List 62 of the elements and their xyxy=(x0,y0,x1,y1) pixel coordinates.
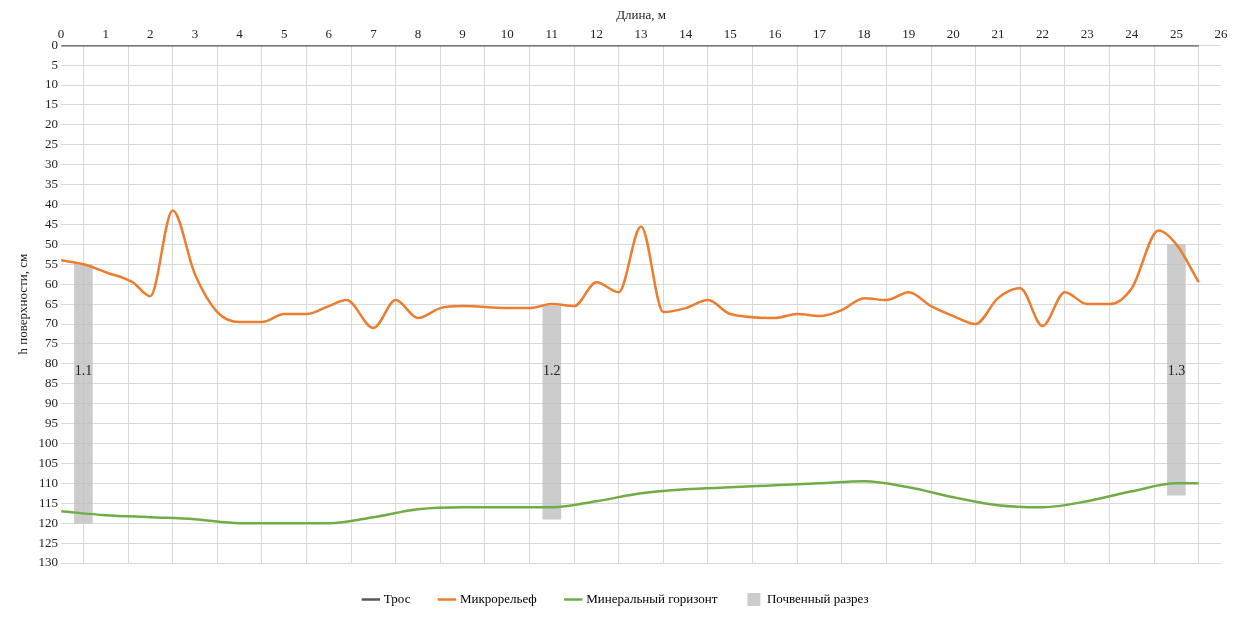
x-tick-label: 23 xyxy=(1080,25,1094,41)
y-tick-label: 120 xyxy=(38,514,59,530)
x-tick-label: 20 xyxy=(946,25,960,41)
x-tick-label: 25 xyxy=(1169,25,1183,41)
x-tick-label: 16 xyxy=(768,25,782,41)
x-tick-label: 17 xyxy=(813,25,827,41)
y-tick-label: 45 xyxy=(45,215,59,231)
y-tick-label: 65 xyxy=(45,295,59,311)
y-tick-label: 25 xyxy=(45,136,59,152)
y-tick-label: 130 xyxy=(38,554,59,570)
y-tick-label: 75 xyxy=(45,335,59,351)
x-tick-label: 13 xyxy=(634,25,648,41)
y-tick-label: 20 xyxy=(45,116,59,132)
y-tick-label: 125 xyxy=(38,534,59,550)
y-tick-label: 30 xyxy=(45,156,59,172)
legend-label: Трос xyxy=(383,590,411,606)
x-tick-label: 14 xyxy=(679,25,693,41)
y-tick-label: 10 xyxy=(45,76,59,92)
y-tick-label: 35 xyxy=(45,176,59,192)
legend-label: Минеральный горизонт xyxy=(586,590,718,606)
legend-label: Микрорельеф xyxy=(459,590,537,606)
x-tick-label: 4 xyxy=(236,25,244,41)
y-tick-label: 80 xyxy=(45,355,59,371)
y-tick-label: 85 xyxy=(45,375,59,391)
annotation: 1.3 xyxy=(1167,363,1186,379)
x-axis-title: Длина, м xyxy=(616,7,666,23)
x-tick-label: 1 xyxy=(102,25,109,41)
y-tick-label: 90 xyxy=(45,395,59,411)
x-tick-label: 7 xyxy=(370,25,378,41)
x-tick-label: 3 xyxy=(191,25,199,41)
x-tick-label: 15 xyxy=(723,25,737,41)
y-tick-label: 5 xyxy=(51,56,59,72)
y-tick-label: 0 xyxy=(51,36,59,52)
y-tick-label: 115 xyxy=(39,494,59,510)
y-tick-label: 100 xyxy=(38,434,59,450)
x-tick-label: 10 xyxy=(500,25,514,41)
x-tick-label: 5 xyxy=(280,25,288,41)
annotation: 1.1 xyxy=(74,363,93,379)
x-tick-label: 24 xyxy=(1125,25,1139,41)
x-tick-label: 19 xyxy=(902,25,916,41)
y-tick-label: 70 xyxy=(45,315,59,331)
annotation: 1.2 xyxy=(543,363,561,379)
y-tick-label: 60 xyxy=(45,275,59,291)
x-tick-label: 11 xyxy=(545,25,559,41)
x-tick-label: 9 xyxy=(459,25,466,41)
y-tick-label: 105 xyxy=(38,454,59,470)
y-axis-title: h поверхности, см xyxy=(15,253,31,355)
x-tick-label: 8 xyxy=(414,25,422,41)
y-tick-label: 40 xyxy=(45,195,59,211)
x-tick-label: 18 xyxy=(857,25,871,41)
x-tick-label: 26 xyxy=(1214,25,1228,41)
y-tick-label: 110 xyxy=(39,474,59,490)
x-tick-label: 12 xyxy=(589,25,603,41)
x-tick-label: 22 xyxy=(1036,25,1050,41)
y-tick-label: 15 xyxy=(45,96,59,112)
x-tick-label: 21 xyxy=(991,25,1005,41)
x-tick-label: 2 xyxy=(147,25,154,41)
y-tick-label: 55 xyxy=(45,255,59,271)
x-tick-label: 6 xyxy=(325,25,333,41)
y-tick-label: 95 xyxy=(45,415,59,431)
y-tick-label: 50 xyxy=(45,235,59,251)
legend-label: Почвенный разрез xyxy=(766,590,869,606)
